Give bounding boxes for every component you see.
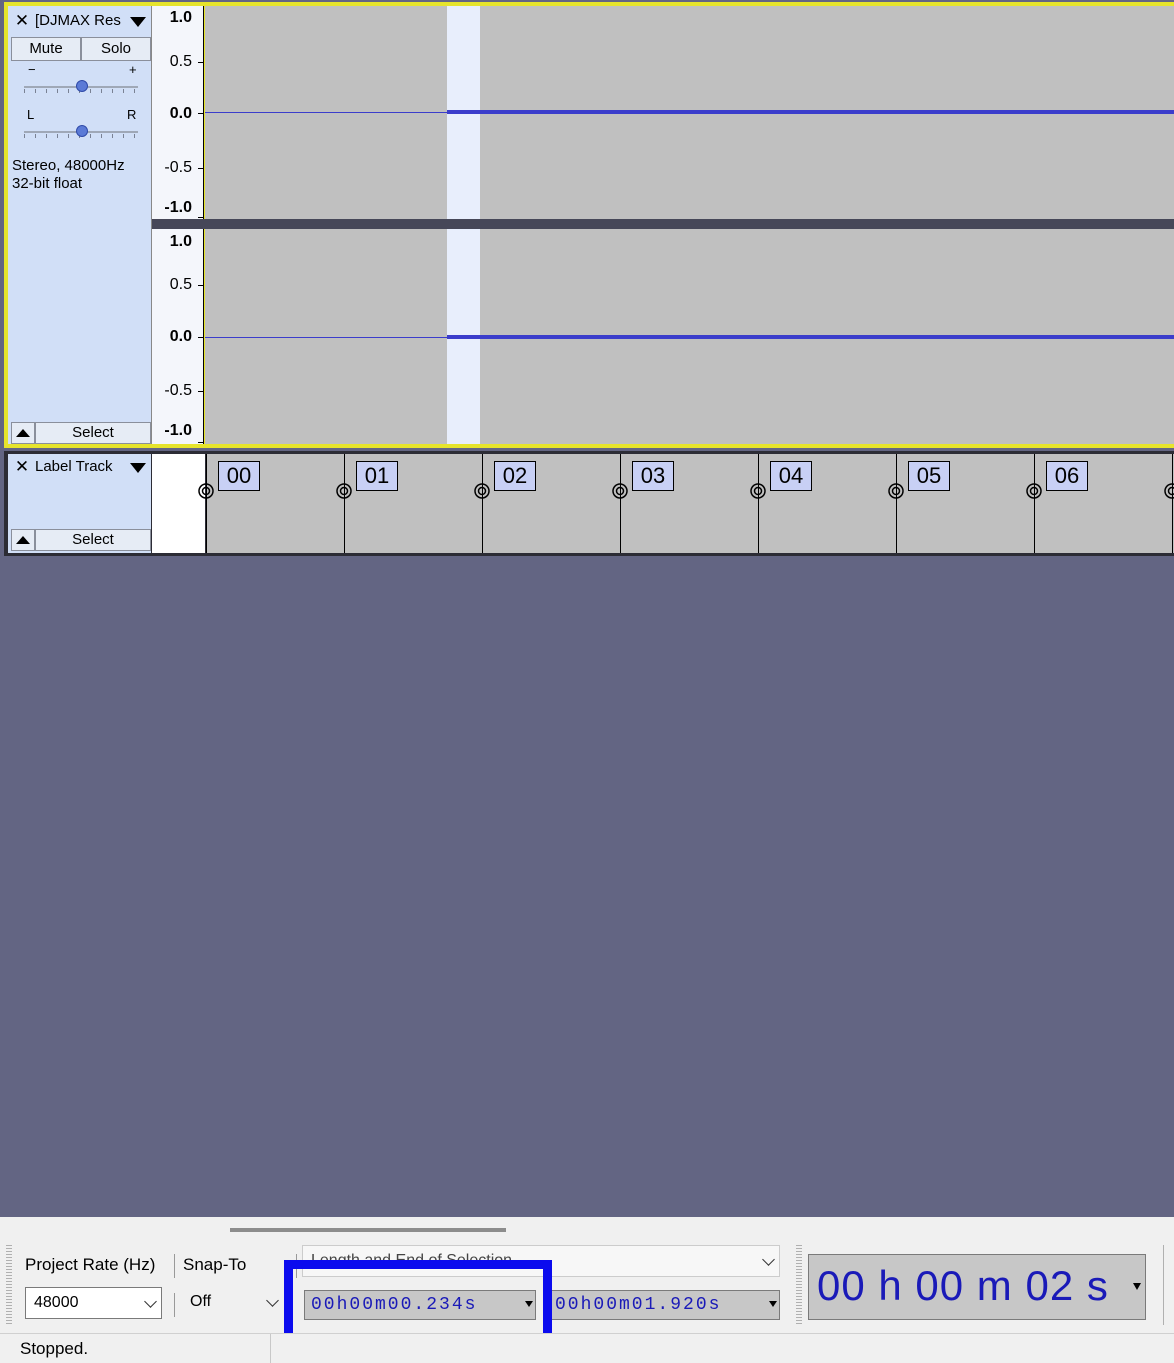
ruler-label: -0.5 xyxy=(164,382,192,400)
label-marker-line[interactable] xyxy=(1172,454,1173,553)
label-track-spacer xyxy=(152,454,205,553)
project-rate-value: 48000 xyxy=(34,1294,79,1311)
chevron-down-icon xyxy=(762,1253,775,1266)
label-handle-icon[interactable] xyxy=(749,480,767,502)
label-marker-line[interactable] xyxy=(482,454,483,553)
label-track-control-panel: ✕ Label Track Select xyxy=(8,454,151,553)
toolbar-grip-icon[interactable] xyxy=(6,1245,12,1325)
audio-track-control-panel: ✕ [DJMAX Res Mute Solo − + L R Stereo, 4… xyxy=(8,6,152,444)
collapse-track-icon[interactable] xyxy=(11,422,35,444)
close-track-icon[interactable]: ✕ xyxy=(11,456,33,478)
track-sample-format: 32-bit float xyxy=(12,175,82,193)
collapse-track-icon[interactable] xyxy=(11,529,35,551)
label-text[interactable]: 06 xyxy=(1046,461,1088,491)
ruler-label: -1.0 xyxy=(164,422,192,440)
gain-plus-label: + xyxy=(129,62,137,77)
label-text[interactable]: 04 xyxy=(770,461,812,491)
ruler-label: 1.0 xyxy=(170,9,192,27)
status-bar: Stopped. xyxy=(0,1333,1174,1363)
snap-to-label: Snap-To xyxy=(183,1255,246,1275)
status-text: Stopped. xyxy=(20,1339,88,1359)
snap-to-value: Off xyxy=(190,1293,211,1310)
mute-button[interactable]: Mute xyxy=(11,37,81,61)
project-rate-select[interactable]: 48000 xyxy=(25,1287,162,1319)
ruler-label: -0.5 xyxy=(164,159,192,177)
gain-minus-label: − xyxy=(28,62,36,77)
ruler-label: 0.5 xyxy=(170,276,192,294)
label-track-name: Label Track xyxy=(35,456,127,478)
label-track[interactable]: ✕ Label Track Select 00 01 02 03 04 05 06 xyxy=(4,451,1174,556)
track-name: [DJMAX Res xyxy=(35,10,127,32)
selection-end-value: 00h00m01.920s xyxy=(555,1295,721,1315)
label-marker-line[interactable] xyxy=(206,454,207,553)
waveform-signal xyxy=(447,110,1174,114)
dropdown-arrow-icon xyxy=(1133,1283,1141,1290)
label-text[interactable]: 00 xyxy=(218,461,260,491)
label-text[interactable]: 02 xyxy=(494,461,536,491)
chevron-down-icon xyxy=(144,1295,157,1308)
label-text[interactable]: 03 xyxy=(632,461,674,491)
label-handle-icon[interactable] xyxy=(473,480,491,502)
amplitude-ruler-right: 1.0 0.5 0.0 -0.5 -1.0 xyxy=(152,229,204,444)
toolbar-grip-icon[interactable] xyxy=(796,1245,802,1325)
horizontal-scrollbar[interactable] xyxy=(230,1228,506,1232)
waveform-right-channel[interactable] xyxy=(205,229,1174,444)
pan-slider[interactable] xyxy=(24,123,138,141)
ruler-label: -1.0 xyxy=(164,199,192,217)
gain-slider[interactable] xyxy=(24,78,138,96)
selection-end-time-control[interactable]: 00h00m01.920s xyxy=(548,1290,780,1320)
channel-divider[interactable] xyxy=(152,219,1174,229)
pan-slider-thumb[interactable] xyxy=(76,125,88,137)
label-text[interactable]: 01 xyxy=(356,461,398,491)
audio-position-value: 00 h 00 m 02 s xyxy=(817,1262,1109,1309)
label-marker-line[interactable] xyxy=(344,454,345,553)
waveform-left-channel[interactable] xyxy=(205,6,1174,219)
waveform-signal xyxy=(447,335,1174,339)
pan-right-label: R xyxy=(127,107,136,122)
audio-position-time-control[interactable]: 00 h 00 m 02 s xyxy=(808,1254,1146,1320)
amplitude-ruler-left: 1.0 0.5 0.0 -0.5 -1.0 xyxy=(152,6,204,219)
label-handle-icon[interactable] xyxy=(887,480,905,502)
label-area[interactable]: 00 01 02 03 04 05 06 xyxy=(206,454,1174,553)
solo-button[interactable]: Solo xyxy=(81,37,151,61)
dropdown-arrow-icon xyxy=(130,17,146,27)
ruler-label: 0.0 xyxy=(170,105,192,123)
ruler-label: 1.0 xyxy=(170,233,192,251)
label-marker-line[interactable] xyxy=(620,454,621,553)
pan-left-label: L xyxy=(27,107,34,122)
track-name-menu[interactable]: [DJMAX Res xyxy=(35,10,149,32)
select-track-button[interactable]: Select xyxy=(35,422,151,444)
dropdown-arrow-icon xyxy=(769,1301,777,1307)
close-track-icon[interactable]: ✕ xyxy=(11,10,33,32)
label-marker-line[interactable] xyxy=(758,454,759,553)
project-rate-label: Project Rate (Hz) xyxy=(25,1255,155,1275)
label-marker-line[interactable] xyxy=(1034,454,1035,553)
gain-slider-thumb[interactable] xyxy=(76,80,88,92)
label-handle-icon[interactable] xyxy=(197,480,215,502)
chevron-down-icon xyxy=(266,1294,279,1307)
snap-to-select[interactable]: Off xyxy=(182,1287,283,1319)
label-track-name-menu[interactable]: Label Track xyxy=(35,456,149,478)
label-text[interactable]: 05 xyxy=(908,461,950,491)
label-handle-icon[interactable] xyxy=(335,480,353,502)
ruler-label: 0.5 xyxy=(170,53,192,71)
label-marker-line[interactable] xyxy=(896,454,897,553)
audio-track[interactable]: ✕ [DJMAX Res Mute Solo − + L R Stereo, 4… xyxy=(4,2,1174,448)
dropdown-arrow-icon xyxy=(130,463,146,473)
ruler-label: 0.0 xyxy=(170,328,192,346)
label-handle-icon[interactable] xyxy=(611,480,629,502)
select-track-button[interactable]: Select xyxy=(35,529,151,551)
track-format-info: Stereo, 48000Hz xyxy=(12,157,125,175)
label-handle-icon[interactable] xyxy=(1025,480,1043,502)
